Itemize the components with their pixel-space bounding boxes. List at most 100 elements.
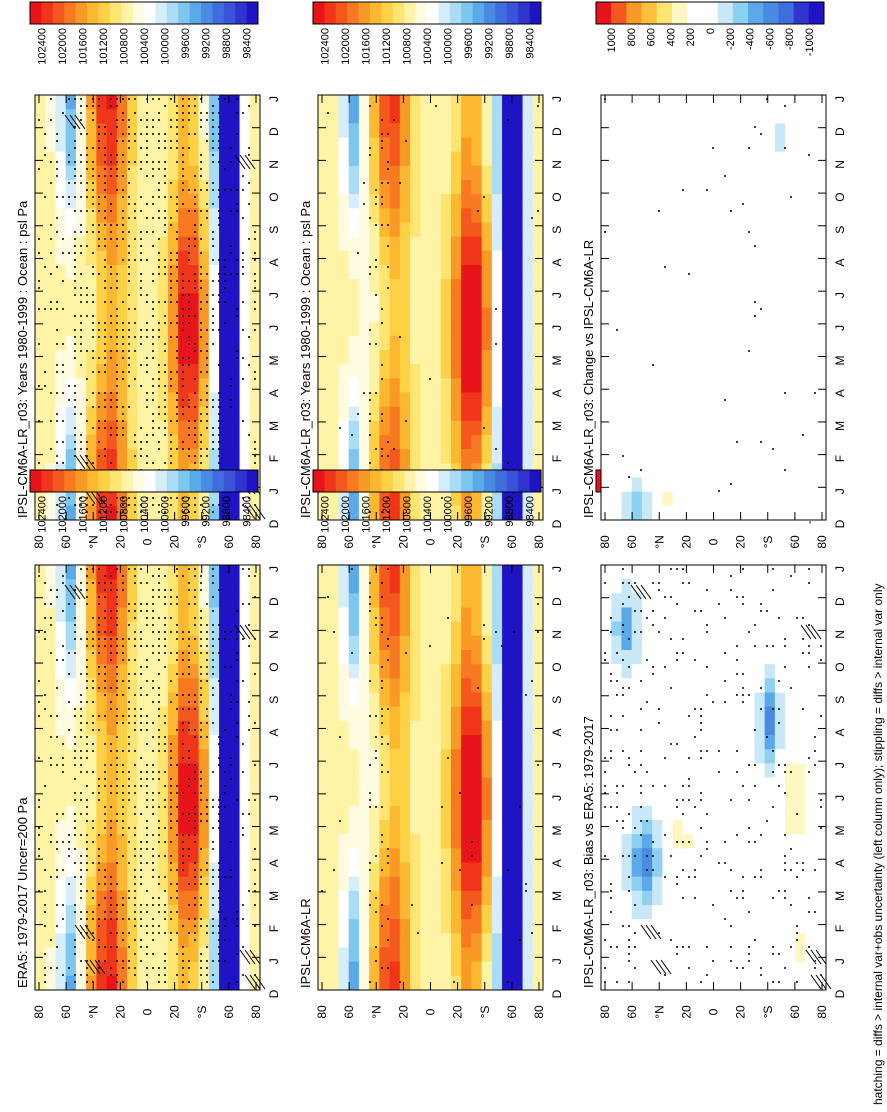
heatmap-cell bbox=[410, 692, 421, 708]
stipple-dot bbox=[110, 210, 112, 212]
heatmap-cell bbox=[35, 350, 46, 365]
stipple-dot bbox=[182, 960, 184, 962]
stipple-dot bbox=[146, 659, 148, 661]
stipple-dot bbox=[194, 624, 196, 626]
heatmap-cell bbox=[471, 862, 483, 878]
heatmap-cell bbox=[167, 635, 179, 651]
stipple-dot bbox=[104, 918, 106, 920]
heatmap-cell bbox=[188, 109, 200, 124]
heatmap-cell bbox=[410, 720, 421, 736]
stipple-dot bbox=[206, 427, 208, 429]
stipple-dot bbox=[248, 147, 250, 149]
heatmap-cell bbox=[358, 650, 370, 665]
heatmap-cell bbox=[137, 307, 148, 323]
stipple-dot bbox=[146, 764, 148, 766]
heatmap-cell bbox=[399, 749, 411, 764]
stipple-dot bbox=[158, 883, 160, 885]
stipple-dot bbox=[146, 147, 148, 149]
heatmap-cell bbox=[379, 293, 391, 308]
stipple-dot bbox=[86, 771, 88, 773]
stipple-dot bbox=[152, 427, 154, 429]
stipple-dot bbox=[176, 603, 178, 605]
stipple-dot bbox=[146, 617, 148, 619]
heatmap-cell bbox=[369, 250, 380, 266]
heatmap-cell bbox=[512, 406, 524, 422]
heatmap-cell bbox=[532, 137, 544, 153]
heatmap-cell bbox=[450, 435, 462, 450]
heatmap-cell bbox=[318, 307, 329, 323]
stipple-dot bbox=[92, 462, 94, 464]
stipple-dot bbox=[50, 624, 52, 626]
stipple-dot bbox=[80, 771, 82, 773]
heatmap-cell bbox=[522, 820, 534, 835]
stipple-dot bbox=[339, 427, 341, 429]
stipple-dot bbox=[194, 350, 196, 352]
stipple-dot bbox=[116, 771, 118, 773]
heatmap-cell bbox=[389, 905, 401, 920]
stipple-dot bbox=[86, 196, 88, 198]
heatmap-cell bbox=[127, 194, 138, 209]
stipple-dot bbox=[134, 750, 136, 752]
stipple-dot bbox=[254, 848, 256, 850]
heatmap-cell bbox=[481, 735, 493, 750]
stipple-dot bbox=[188, 406, 190, 408]
heatmap-cell bbox=[198, 565, 210, 580]
stipple-dot bbox=[182, 848, 184, 850]
heatmap-cell bbox=[106, 222, 118, 238]
stipple-dot bbox=[158, 645, 160, 647]
stipple-dot bbox=[80, 231, 82, 233]
heatmap-cell bbox=[106, 406, 118, 422]
stipple-dot bbox=[122, 855, 124, 857]
stipple-dot bbox=[122, 918, 124, 920]
stipple-dot bbox=[164, 105, 166, 107]
stipple-dot bbox=[206, 273, 208, 275]
stipple-dot bbox=[218, 189, 220, 191]
heatmap-cell bbox=[399, 848, 411, 863]
stipple-dot bbox=[158, 932, 160, 934]
heatmap-cell bbox=[369, 364, 380, 379]
heatmap-cell bbox=[65, 635, 77, 651]
heatmap-cell bbox=[389, 449, 401, 464]
stipple-dot bbox=[86, 575, 88, 577]
stipple-dot bbox=[164, 890, 166, 892]
stipple-dot bbox=[158, 981, 160, 983]
stipple-dot bbox=[164, 420, 166, 422]
heatmap-cell bbox=[208, 378, 220, 393]
colorbar-swatch bbox=[121, 2, 133, 24]
stipple-dot bbox=[116, 308, 118, 310]
heatmap-cell bbox=[328, 137, 339, 153]
stipple-dot bbox=[194, 441, 196, 443]
stipple-dot bbox=[170, 932, 172, 934]
stipple-dot bbox=[134, 336, 136, 338]
stipple-dot bbox=[122, 161, 124, 163]
heatmap-cell bbox=[106, 621, 118, 637]
heatmap-cell bbox=[348, 222, 360, 238]
stipple-dot bbox=[116, 694, 118, 696]
stipple-dot bbox=[80, 182, 82, 184]
heatmap-cell bbox=[399, 335, 411, 351]
stipple-dot bbox=[128, 343, 130, 345]
stipple-dot bbox=[134, 876, 136, 878]
stipple-dot bbox=[194, 932, 196, 934]
stipple-dot bbox=[68, 161, 70, 163]
stipple-dot bbox=[188, 119, 190, 121]
heatmap-cell bbox=[328, 706, 339, 722]
heatmap-cell bbox=[522, 805, 534, 821]
stipple-dot bbox=[152, 175, 154, 177]
stipple-dot bbox=[212, 504, 214, 506]
heatmap-cell bbox=[157, 848, 169, 863]
heatmap-cell bbox=[239, 565, 251, 580]
heatmap-cell bbox=[379, 749, 391, 764]
heatmap-cell bbox=[137, 777, 148, 793]
heatmap-cell bbox=[461, 565, 472, 580]
heatmap-cell bbox=[127, 706, 138, 722]
heatmap-cell bbox=[249, 236, 261, 252]
stipple-dot bbox=[104, 680, 106, 682]
stipple-dot bbox=[188, 259, 190, 261]
heatmap-cell bbox=[137, 392, 148, 408]
stipple-dot bbox=[170, 441, 172, 443]
heatmap-cell bbox=[188, 565, 200, 580]
stipple-dot bbox=[188, 511, 190, 513]
heatmap-cell bbox=[229, 265, 241, 280]
heatmap-cell bbox=[389, 706, 401, 722]
